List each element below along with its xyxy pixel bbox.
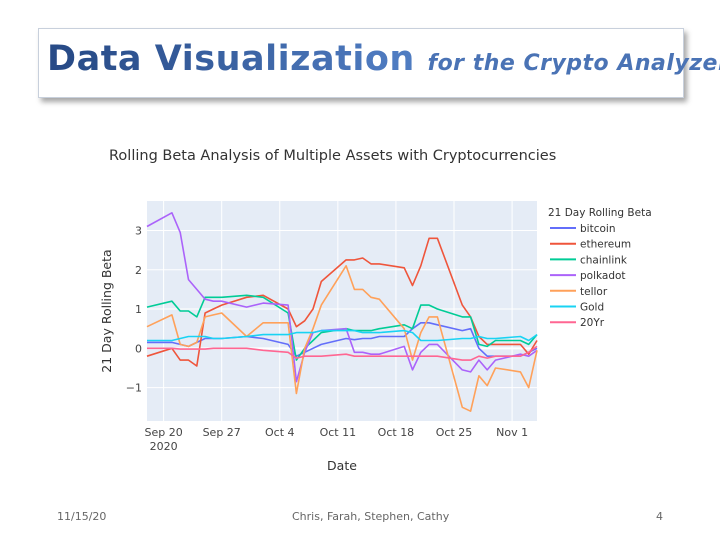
legend-item-gold: Gold — [580, 302, 604, 314]
x-axis-label: Date — [327, 458, 357, 473]
footer-date: 11/15/20 — [57, 510, 107, 523]
title-box: Data Visualization for the Crypto Analyz… — [38, 28, 720, 98]
legend-item-bitcoin: bitcoin — [580, 223, 615, 235]
legend-item-chainlink: chainlink — [580, 254, 628, 266]
x-tick-label: Oct 25 — [436, 426, 473, 439]
y-tick-label: 2 — [135, 264, 142, 277]
slide-title: Data Visualization for the Crypto Analyz… — [47, 39, 720, 79]
legend-item-ethereum: ethereum — [580, 239, 631, 251]
series-line-gold — [147, 329, 538, 342]
slide-title-main: Data Visualization — [47, 39, 415, 79]
series-line-polkadot — [146, 212, 538, 383]
page-number: 4 — [656, 510, 663, 523]
x-tick-label: Nov 1 — [496, 426, 528, 439]
y-axis-label: 21 Day Rolling Beta — [99, 249, 114, 372]
series-line-tellor — [146, 264, 538, 413]
legend-item-20yr: 20Yr — [580, 317, 605, 329]
legend-item-polkadot: polkadot — [580, 270, 626, 282]
footer-authors: Chris, Farah, Stephen, Cathy — [292, 510, 450, 523]
chart-title: Rolling Beta Analysis of Multiple Assets… — [109, 148, 557, 164]
x-tick-label: Sep 20 — [144, 426, 182, 439]
legend-item-tellor: tellor — [580, 286, 608, 298]
x-tick-label: Oct 4 — [265, 426, 295, 439]
x-tick-label: Oct 11 — [320, 426, 357, 439]
x-tick-sublabel: 2020 — [150, 440, 178, 453]
y-tick-label: −1 — [126, 382, 142, 395]
slide-title-sub: for the Crypto Analyzer — [427, 51, 720, 76]
series-line-20yr — [147, 345, 538, 361]
plot-area — [147, 201, 537, 421]
y-tick-label: 3 — [135, 224, 142, 237]
y-tick-label: 0 — [135, 342, 142, 355]
y-tick-label: 1 — [135, 303, 142, 316]
legend-title: 21 Day Rolling Beta — [548, 207, 652, 219]
series-line-bitcoin — [147, 321, 538, 358]
series-line-ethereum — [146, 237, 538, 367]
x-tick-label: Oct 18 — [378, 426, 415, 439]
x-tick-label: Sep 27 — [203, 426, 241, 439]
